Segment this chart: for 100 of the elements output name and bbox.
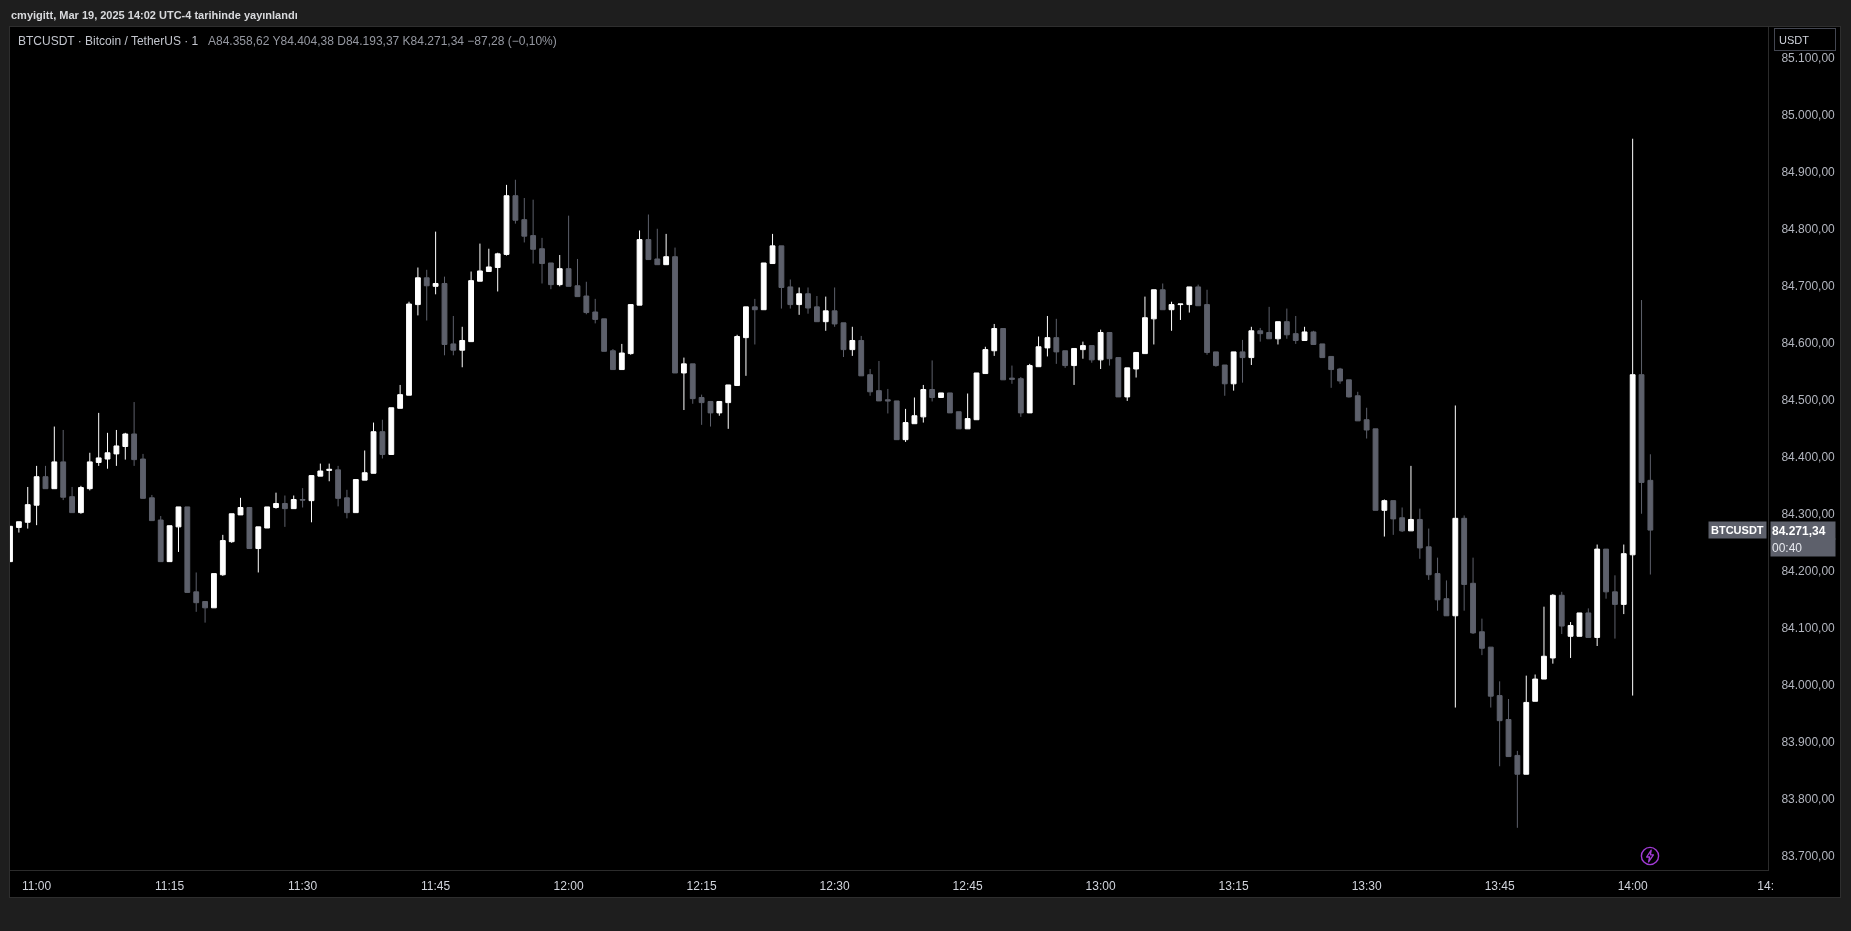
y-tick-label: 84.100,00 [1781,620,1836,635]
candlestick [1612,574,1618,640]
x-tick-label: 11:15 [155,879,185,894]
candlestick [388,407,395,455]
candlestick [379,419,386,459]
x-tick-label: 12:15 [686,879,717,894]
candlestick [663,233,670,266]
candlestick [1159,282,1166,311]
candlestick [1177,303,1184,321]
y-tick-label: 84.900,00 [1781,164,1836,179]
candlestick [547,262,554,290]
y-tick-label: 85.100,00 [1781,50,1836,65]
candlestick [246,506,253,550]
candlestick [1416,508,1423,560]
candlestick [1479,618,1485,656]
candlestick [1150,289,1157,345]
candlestick [193,571,200,613]
candlestick [308,475,315,523]
annotation: BTCUSDT [1711,524,1764,536]
candlestick [725,384,732,430]
candlestick [645,214,652,261]
candlestick [140,453,146,499]
candlestick [627,304,634,356]
candlestick [583,281,590,315]
candlestick [1381,499,1388,538]
x-tick-label: 11:00 [22,879,52,894]
candlestick [884,388,891,414]
candlestick [1585,607,1592,638]
candlestick [78,485,84,515]
candlestick [175,506,182,553]
candlestick [601,318,608,352]
text: BTCUSDT · Bitcoin / TetherUS · 1 [18,34,199,49]
candlestick [202,601,208,624]
candlestick [1434,557,1441,612]
candlestick [60,429,67,501]
candlestick [1017,376,1024,418]
candlestick [698,394,705,426]
candlestick [1266,306,1273,340]
candlestick [166,525,173,563]
candlestick [618,343,625,371]
candlestick [15,521,22,534]
candlestick [1239,339,1246,384]
candlestick [1275,321,1281,345]
candlestick [1044,315,1051,357]
candlestick [423,269,430,322]
candlestick [211,573,217,609]
candlestick [689,363,696,405]
candlestick [69,486,75,514]
candlestick [1363,407,1370,440]
x-tick-label: 13:30 [1351,879,1382,894]
candlestick [760,262,767,311]
candlestick [681,357,687,411]
candlestick [530,199,537,265]
candlestick [1523,675,1530,775]
candlestick [1620,544,1627,615]
x-tick-label: 11:45 [421,879,451,894]
y-tick-label: 84.200,00 [1781,563,1836,578]
text: cmyigitt, Mar 19, 2025 14:02 UTC-4 tarihinde yayınlandı [11,9,298,21]
candlestick [1647,453,1654,576]
candlestick [902,408,909,443]
x-tick-label: 14: [1757,879,1774,894]
candlestick [414,267,421,316]
candlestick [1452,404,1459,709]
text: A84.358,62 Y84.404,38 D84.193,37 K84.271,34 −87,28 (−0,10%) [208,34,557,48]
candlestick [24,486,31,530]
candlestick [477,243,483,282]
candlestick [1168,301,1175,332]
candlestick [459,326,466,368]
candlestick [1399,506,1406,533]
candlestick [51,426,58,490]
candlestick [610,348,616,371]
y-axis-title: USDT [1779,33,1810,46]
candlestick [876,360,882,402]
candlestick [1549,593,1556,665]
text: 84.271,34 [1772,523,1826,538]
candlestick [1213,351,1219,368]
candlestick [743,306,749,377]
candlestick [131,401,138,467]
candlestick [1230,351,1237,392]
candlestick [636,229,643,306]
candlestick [1629,138,1636,697]
x-tick-label: 12:45 [952,879,983,894]
candlestick [104,432,111,470]
candlestick [1301,326,1308,341]
candlestick [556,254,563,287]
candlestick [42,465,49,490]
x-tick-label: 13:15 [1218,879,1249,894]
candlestick [1133,351,1140,379]
candlestick [1443,579,1450,617]
candlestick [1142,296,1148,355]
candlestick [184,506,191,593]
candlestick [796,286,803,316]
candlestick [867,368,874,397]
candlestick [822,296,829,332]
candlestick [148,494,155,522]
candlestick [893,400,900,441]
candlestick [1505,698,1512,758]
candlestick [299,487,306,508]
candlestick [1408,465,1414,532]
candlestick [574,258,581,298]
